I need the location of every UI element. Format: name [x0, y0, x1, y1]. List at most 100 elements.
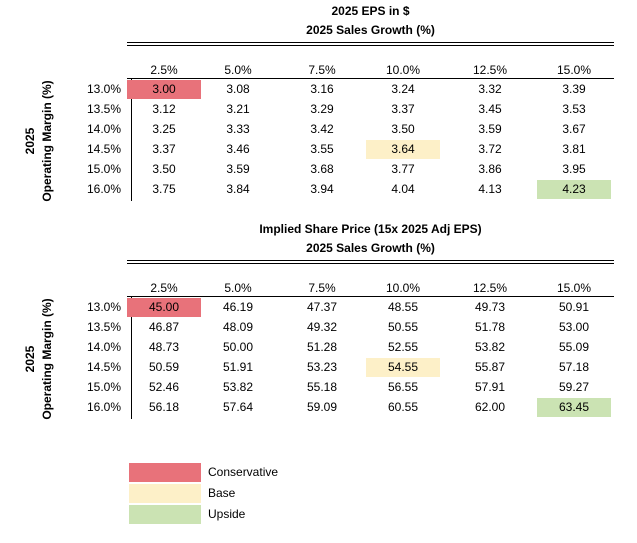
table-cell: 51.91: [222, 360, 254, 374]
table-cell: 56.18: [148, 400, 180, 414]
table-cell: 3.37: [391, 102, 415, 116]
table-title: 2025 EPS in $: [331, 4, 410, 18]
row-label-rule: [131, 79, 132, 201]
legend-label-upside: Upside: [208, 507, 246, 521]
table-cell: 55.09: [558, 340, 590, 354]
table-cell: 3.95: [562, 162, 586, 176]
table-cell: 3.68: [310, 162, 334, 176]
row-label: 16.0%: [86, 400, 122, 414]
table-cell: 51.78: [474, 320, 506, 334]
highlight-cell-conservative: 45.00: [127, 298, 201, 317]
table-cell: 52.55: [387, 340, 419, 354]
legend-swatch-conservative: [129, 463, 201, 482]
row-label: 13.0%: [86, 82, 122, 96]
row-label: 15.0%: [86, 162, 122, 176]
column-header: 10.0%: [385, 281, 421, 295]
column-header: 15.0%: [556, 281, 592, 295]
legend-swatch-base: [129, 484, 201, 503]
row-label: 14.0%: [86, 340, 122, 354]
table-cell: 46.19: [222, 300, 254, 314]
table-cell: 49.73: [474, 300, 506, 314]
table-cell: 51.28: [306, 340, 338, 354]
row-label: 13.0%: [86, 300, 122, 314]
table-cell: 62.00: [474, 400, 506, 414]
highlight-cell-conservative: 3.00: [127, 80, 201, 99]
header-rule: [127, 78, 614, 79]
table-cell: 56.55: [387, 380, 419, 394]
table-subtitle: 2025 Sales Growth (%): [306, 241, 435, 255]
column-header: 12.5%: [472, 281, 508, 295]
header-double-rule: [127, 260, 614, 264]
row-label-rule: [131, 297, 132, 419]
table-cell: 50.59: [148, 360, 180, 374]
row-axis-label-margin: Operating Margin (%): [40, 298, 54, 420]
legend-label-base: Base: [208, 486, 236, 500]
table-cell: 3.94: [310, 182, 334, 196]
table-cell: 53.82: [222, 380, 254, 394]
table-cell: 3.33: [226, 122, 250, 136]
table-cell: 3.24: [391, 82, 415, 96]
column-header: 12.5%: [472, 63, 508, 77]
table-cell: 48.73: [148, 340, 180, 354]
table-cell: 50.91: [558, 300, 590, 314]
table-cell: 52.46: [148, 380, 180, 394]
row-label: 14.5%: [86, 142, 122, 156]
table-cell: 3.50: [391, 122, 415, 136]
table-cell: 60.55: [387, 400, 419, 414]
table-cell: 3.37: [152, 142, 176, 156]
table-cell: 53.00: [558, 320, 590, 334]
row-axis-label-year: 2025: [23, 127, 37, 155]
column-header: 2.5%: [150, 281, 178, 295]
table-cell: 3.75: [152, 182, 176, 196]
table-cell: 49.32: [306, 320, 338, 334]
table-cell: 3.16: [310, 82, 334, 96]
table-cell: 3.84: [226, 182, 250, 196]
table-cell: 3.72: [478, 142, 502, 156]
table-cell: 48.09: [222, 320, 254, 334]
table-cell: 3.29: [310, 102, 334, 116]
legend-swatch-upside: [129, 505, 201, 524]
legend-label-conservative: Conservative: [208, 465, 279, 479]
table-title: Implied Share Price (15x 2025 Adj EPS): [259, 222, 482, 236]
row-label: 16.0%: [86, 182, 122, 196]
table-cell: 3.45: [478, 102, 502, 116]
table-cell: 3.50: [152, 162, 176, 176]
table-cell: 59.27: [558, 380, 590, 394]
column-header: 2.5%: [150, 63, 178, 77]
table-cell: 53.82: [474, 340, 506, 354]
table-cell: 3.46: [226, 142, 250, 156]
table-cell: 3.81: [562, 142, 586, 156]
table-cell: 3.77: [391, 162, 415, 176]
table-cell: 3.42: [310, 122, 334, 136]
column-header: 7.5%: [308, 281, 336, 295]
row-label: 13.5%: [86, 320, 122, 334]
table-cell: 57.64: [222, 400, 254, 414]
column-header: 15.0%: [556, 63, 592, 77]
column-header: 5.0%: [224, 281, 252, 295]
table-cell: 3.32: [478, 82, 502, 96]
table-cell: 4.04: [391, 182, 415, 196]
column-header: 7.5%: [308, 63, 336, 77]
highlight-cell-base: 3.64: [366, 140, 440, 159]
highlight-cell-upside: 4.23: [537, 180, 611, 199]
row-label: 13.5%: [86, 102, 122, 116]
highlight-cell-base: 54.55: [366, 358, 440, 377]
table-cell: 3.67: [562, 122, 586, 136]
row-label: 14.5%: [86, 360, 122, 374]
table-cell: 59.09: [306, 400, 338, 414]
column-header: 5.0%: [224, 63, 252, 77]
row-label: 15.0%: [86, 380, 122, 394]
table-cell: 4.13: [478, 182, 502, 196]
table-cell: 53.23: [306, 360, 338, 374]
highlight-cell-upside: 63.45: [537, 398, 611, 417]
header-double-rule: [127, 42, 614, 46]
table-cell: 3.59: [478, 122, 502, 136]
row-axis-label-year: 2025: [23, 345, 37, 373]
table-cell: 3.59: [226, 162, 250, 176]
table-cell: 3.53: [562, 102, 586, 116]
table-cell: 55.87: [474, 360, 506, 374]
table-cell: 3.55: [310, 142, 334, 156]
table-cell: 57.18: [558, 360, 590, 374]
table-cell: 50.00: [222, 340, 254, 354]
row-label: 14.0%: [86, 122, 122, 136]
